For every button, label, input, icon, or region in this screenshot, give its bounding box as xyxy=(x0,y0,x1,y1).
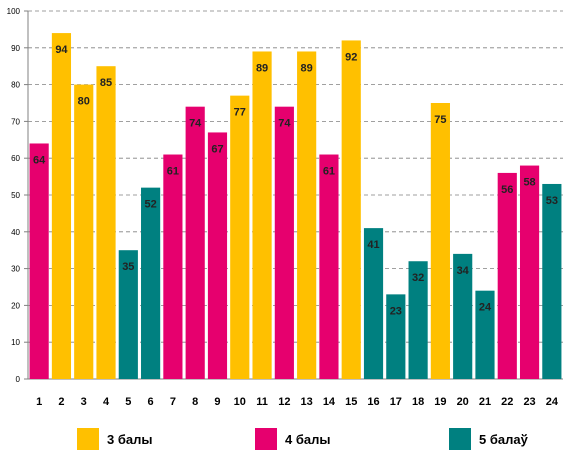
bar xyxy=(319,154,339,379)
bar xyxy=(475,290,495,379)
x-tick-label: 22 xyxy=(501,396,513,408)
bar xyxy=(363,228,384,379)
chart-legend: 3 балы 4 балы 5 балаў xyxy=(0,428,567,456)
bar xyxy=(408,261,428,379)
legend-swatch-5 xyxy=(449,428,471,450)
y-tick-label: 20 xyxy=(11,301,20,310)
bar xyxy=(163,154,183,379)
legend-label-5: 5 балаў xyxy=(479,431,528,447)
legend-item-3: 3 балы xyxy=(77,428,152,450)
data-label: 53 xyxy=(546,195,558,207)
bar xyxy=(207,132,228,379)
data-label: 92 xyxy=(345,51,357,63)
x-tick-label: 23 xyxy=(523,396,535,408)
x-tick-label: 21 xyxy=(479,396,491,408)
data-label: 94 xyxy=(55,44,68,56)
bar xyxy=(141,187,161,379)
data-label: 35 xyxy=(122,261,134,273)
x-tick-label: 17 xyxy=(390,396,402,408)
bar xyxy=(74,84,94,379)
x-tick-label: 7 xyxy=(170,396,176,408)
y-tick-label: 10 xyxy=(11,338,20,347)
legend-item-4: 4 балы xyxy=(255,428,330,450)
legend-swatch-4 xyxy=(255,428,277,450)
legend-label-3: 3 балы xyxy=(107,431,153,447)
bar xyxy=(297,51,317,379)
x-tick-label: 13 xyxy=(301,396,313,408)
data-label: 52 xyxy=(144,199,156,211)
x-tick-label: 9 xyxy=(214,396,220,408)
x-tick-label: 16 xyxy=(367,396,379,408)
bar xyxy=(453,253,473,379)
bar xyxy=(430,103,450,379)
x-tick-label: 1 xyxy=(36,396,42,408)
data-label: 89 xyxy=(256,62,268,74)
bar xyxy=(96,66,116,379)
y-tick-label: 0 xyxy=(16,375,21,384)
y-tick-label: 70 xyxy=(11,117,20,126)
data-label: 23 xyxy=(390,305,402,317)
data-label: 67 xyxy=(211,143,223,155)
y-tick-label: 50 xyxy=(11,191,20,200)
data-label: 75 xyxy=(434,114,446,126)
bar xyxy=(51,33,72,379)
data-label: 64 xyxy=(33,154,46,166)
x-tick-label: 6 xyxy=(148,396,154,408)
x-tick-label: 12 xyxy=(278,396,290,408)
x-tick-label: 18 xyxy=(412,396,424,408)
legend-item-5: 5 балаў xyxy=(449,428,528,450)
data-label: 89 xyxy=(301,62,313,74)
bar xyxy=(230,95,250,379)
data-label: 74 xyxy=(278,118,291,130)
y-tick-label: 90 xyxy=(11,44,20,53)
x-tick-label: 5 xyxy=(125,396,131,408)
x-tick-label: 10 xyxy=(234,396,246,408)
y-tick-label: 40 xyxy=(11,228,20,237)
data-label: 77 xyxy=(234,107,246,119)
bar xyxy=(274,106,294,380)
data-label: 56 xyxy=(501,184,513,196)
x-tick-label: 24 xyxy=(546,396,559,408)
x-tick-label: 11 xyxy=(256,396,268,408)
legend-swatch-3 xyxy=(77,428,99,450)
x-tick-label: 3 xyxy=(81,396,87,408)
data-label: 24 xyxy=(479,302,492,314)
bar xyxy=(118,250,138,379)
x-tick-label: 20 xyxy=(457,396,469,408)
bar xyxy=(386,294,406,379)
x-tick-label: 2 xyxy=(58,396,64,408)
bar xyxy=(519,165,540,379)
bar xyxy=(252,51,272,379)
legend-label-4: 4 балы xyxy=(285,431,331,447)
data-label: 41 xyxy=(367,239,379,251)
data-label: 32 xyxy=(412,272,424,284)
y-tick-label: 60 xyxy=(11,154,20,163)
data-label: 80 xyxy=(78,96,90,108)
x-tick-label: 19 xyxy=(434,396,446,408)
y-tick-label: 80 xyxy=(11,81,20,90)
x-tick-label: 15 xyxy=(345,396,357,408)
x-tick-label: 4 xyxy=(103,396,110,408)
y-tick-label: 100 xyxy=(7,7,21,16)
x-tick-label: 14 xyxy=(323,396,336,408)
data-label: 34 xyxy=(457,265,470,277)
data-label: 85 xyxy=(100,77,112,89)
bar xyxy=(29,143,49,379)
bar xyxy=(341,40,361,379)
data-label: 74 xyxy=(189,118,202,130)
data-label: 61 xyxy=(323,166,335,178)
bar xyxy=(497,172,517,379)
x-tick-label: 8 xyxy=(192,396,198,408)
bar xyxy=(542,183,562,379)
data-label: 58 xyxy=(523,177,535,189)
bar-chart: 0102030405060708090100641942803854355526… xyxy=(7,7,563,408)
y-tick-label: 30 xyxy=(11,265,20,274)
bar xyxy=(185,106,205,380)
data-label: 61 xyxy=(167,166,179,178)
